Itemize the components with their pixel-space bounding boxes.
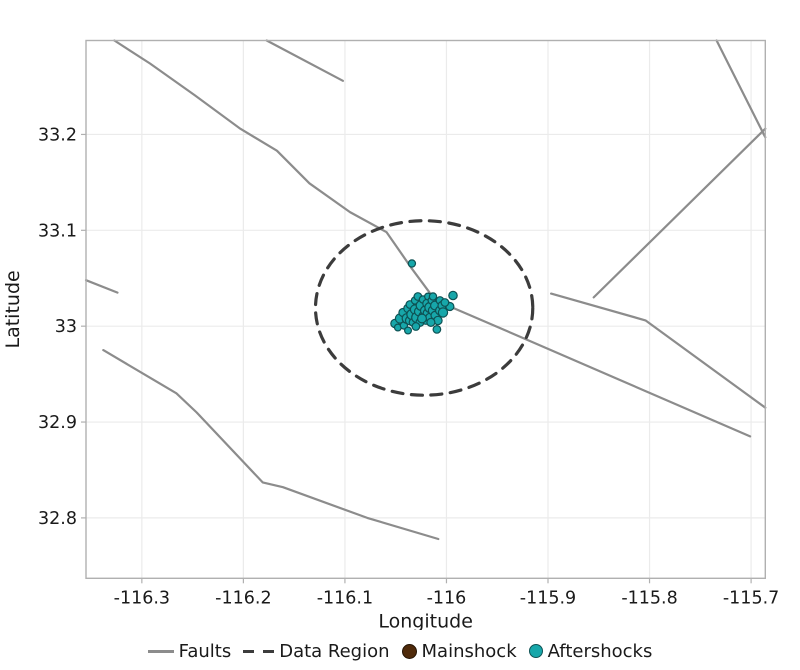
- aftershock-point: [432, 325, 442, 334]
- x-tick-label: -116: [427, 588, 467, 608]
- aftershocks-dot-swatch: [528, 644, 543, 658]
- aftershock-point: [440, 298, 450, 307]
- data-region-dash-swatch: [243, 649, 275, 653]
- y-tick-label: 33.2: [38, 125, 77, 145]
- aftershock-point: [428, 292, 438, 301]
- aftershock-point: [411, 322, 421, 331]
- legend-label-aftershocks: Aftershocks: [547, 640, 653, 662]
- legend-item-faults: Faults: [147, 640, 232, 662]
- y-tick-label: 33.1: [38, 221, 77, 241]
- aftershock-point: [404, 326, 413, 335]
- seismicity-map-chart: -116.3 -116.2 -116.1 -116 -115.9 -115.8 -115.7…: [2, 39, 779, 630]
- y-axis-title: Latitude: [2, 270, 24, 348]
- data-region-circle: [313, 219, 535, 397]
- x-tick-label: -116.1: [317, 588, 373, 608]
- plot-border: [85, 39, 766, 579]
- fault-line: [549, 292, 767, 409]
- faults-line-swatch: [147, 649, 174, 653]
- x-axis-title: Longitude: [378, 610, 473, 630]
- aftershock-point: [448, 290, 458, 301]
- legend-item-aftershocks: Aftershocks: [528, 640, 653, 662]
- fault-line: [102, 349, 440, 541]
- y-tick-label: 32.8: [38, 509, 77, 529]
- fault-line: [84, 279, 119, 294]
- x-tick-label: -115.8: [621, 588, 677, 608]
- aftershock-point: [426, 317, 436, 327]
- y-tick-label: 33: [55, 317, 77, 337]
- legend-label-faults: Faults: [178, 640, 232, 662]
- legend-item-data-region: Data Region: [243, 640, 390, 662]
- aftershock-point: [437, 307, 449, 318]
- x-tick-label: -115.9: [520, 588, 576, 608]
- aftershock-point: [417, 313, 428, 324]
- fault-line: [592, 127, 767, 299]
- aftershock-point: [407, 259, 417, 268]
- legend-label-data-region: Data Region: [279, 640, 390, 662]
- legend-label-mainshock: Mainshock: [421, 640, 517, 662]
- fault-line: [265, 39, 344, 82]
- fault-line: [715, 39, 767, 139]
- legend-item-mainshock: Mainshock: [401, 640, 517, 662]
- x-tick-label: -116.3: [114, 588, 170, 608]
- y-tick-label: 32.9: [38, 413, 77, 433]
- chart-legend: Faults Data Region Mainshock Aftershocks: [0, 636, 800, 666]
- x-tick-label: -115.7: [723, 588, 779, 608]
- x-tick-label: -116.2: [215, 588, 271, 608]
- mainshock-dot-swatch: [401, 643, 417, 659]
